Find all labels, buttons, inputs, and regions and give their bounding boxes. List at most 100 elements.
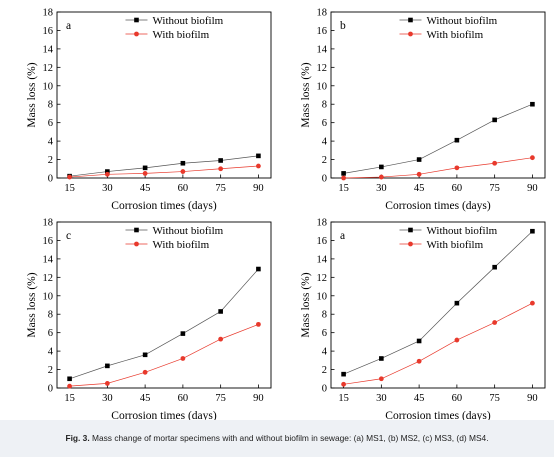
x-tick-label: 90: [253, 393, 264, 404]
y-tick-label: 14: [43, 44, 54, 55]
data-point-with-biofilm: [378, 174, 384, 180]
y-tick-label: 2: [322, 155, 327, 166]
data-point-without-biofilm: [180, 331, 186, 336]
y-axis-title: Mass loss (%): [300, 62, 312, 127]
y-tick-label: 10: [43, 291, 54, 302]
x-tick-label: 15: [338, 183, 349, 194]
legend-label: Without biofilm: [152, 15, 223, 27]
x-tick-label: 90: [527, 393, 538, 404]
x-tick-label: 45: [414, 393, 425, 404]
data-point-with-biofilm: [142, 170, 148, 176]
y-tick-label: 18: [43, 218, 54, 229]
y-tick-label: 2: [48, 365, 53, 376]
x-tick-label: 75: [489, 393, 500, 404]
y-tick-label: 12: [317, 63, 328, 74]
series-line-without-biofilm: [69, 155, 259, 177]
y-tick-label: 0: [322, 384, 327, 395]
data-point-without-biofilm: [256, 266, 261, 272]
y-tick-label: 12: [43, 63, 54, 74]
chart-panel-4: 0 2 4 6 8 10 12 14 16 18 15 30 45 60 75 90 Corrosion tim…: [300, 218, 546, 422]
data-point-without-biofilm: [530, 101, 535, 107]
y-tick-label: 4: [48, 137, 54, 148]
data-point-with-biofilm: [530, 155, 535, 161]
legend-label: With biofilm: [152, 29, 209, 41]
x-axis-title: Corrosion times (days): [111, 410, 217, 422]
x-tick-label: 60: [178, 393, 189, 404]
y-tick-label: 10: [317, 291, 328, 302]
legend-marker-without-biofilm: [408, 227, 413, 233]
series-line-with-biofilm: [69, 165, 259, 178]
plot-frame: [330, 221, 546, 389]
plot-frame: [330, 11, 546, 179]
y-tick-label: 16: [43, 236, 54, 247]
x-axis-title: Corrosion times (days): [111, 200, 217, 212]
chart-panel-2: 0 2 4 6 8 10 12 14 16 18 15 30 45 60 75 90 Corrosion tim…: [300, 8, 546, 212]
y-tick-label: 8: [48, 310, 53, 321]
data-point-with-biofilm: [378, 376, 384, 382]
y-tick-label: 6: [48, 118, 53, 129]
legend-label: Without biofilm: [426, 225, 497, 237]
y-tick-label: 4: [322, 137, 328, 148]
x-tick-label: 60: [452, 183, 463, 194]
y-tick-label: 8: [48, 100, 53, 111]
y-tick-label: 0: [48, 384, 53, 395]
series-line-without-biofilm: [343, 230, 533, 375]
data-point-without-biofilm: [454, 300, 460, 306]
y-tick-label: 4: [322, 347, 328, 358]
x-tick-label: 90: [253, 183, 264, 194]
panel-label: c: [66, 230, 71, 242]
figure-caption: Fig. 3. Mass change of mortar specimens …: [0, 433, 554, 443]
data-point-with-biofilm: [67, 383, 72, 389]
legend-marker-without-biofilm: [134, 227, 139, 233]
data-point-with-biofilm: [256, 321, 261, 327]
panel-label: b: [340, 20, 346, 32]
data-point-with-biofilm: [530, 300, 535, 306]
panel-label: a: [340, 230, 345, 242]
y-tick-label: 16: [317, 26, 328, 37]
y-tick-label: 14: [317, 44, 328, 55]
data-point-with-biofilm: [341, 175, 346, 181]
data-point-without-biofilm: [256, 153, 261, 159]
x-tick-label: 30: [102, 183, 113, 194]
data-point-without-biofilm: [218, 309, 223, 314]
series-line-with-biofilm: [343, 157, 533, 179]
x-tick-label: 45: [140, 183, 151, 194]
data-point-without-biofilm: [142, 352, 148, 358]
series-line-without-biofilm: [343, 103, 533, 174]
y-tick-label: 2: [48, 155, 53, 166]
data-point-with-biofilm: [218, 166, 224, 172]
data-point-without-biofilm: [67, 376, 72, 382]
x-tick-label: 30: [376, 393, 387, 404]
x-tick-label: 45: [140, 393, 151, 404]
legend-label: With biofilm: [152, 239, 209, 251]
x-tick-label: 15: [64, 183, 75, 194]
caption-label: Fig. 3.: [65, 433, 90, 443]
legend-marker-without-biofilm: [134, 17, 139, 23]
legend-marker-with-biofilm: [408, 241, 413, 247]
y-tick-label: 18: [43, 8, 54, 19]
series-line-without-biofilm: [69, 268, 259, 380]
data-point-without-biofilm: [492, 117, 497, 123]
data-point-with-biofilm: [492, 320, 498, 325]
y-tick-label: 4: [48, 347, 54, 358]
y-tick-label: 8: [322, 100, 327, 111]
y-tick-label: 8: [322, 310, 327, 321]
y-tick-label: 18: [317, 218, 328, 229]
panel-label: a: [66, 20, 71, 32]
y-tick-label: 6: [322, 328, 327, 339]
legend-marker-without-biofilm: [408, 17, 413, 23]
x-tick-label: 75: [215, 183, 226, 194]
data-point-with-biofilm: [256, 163, 261, 169]
legend-marker-with-biofilm: [408, 31, 413, 37]
data-point-with-biofilm: [454, 337, 460, 343]
data-point-with-biofilm: [341, 381, 346, 387]
data-point-with-biofilm: [67, 174, 72, 180]
y-tick-label: 14: [317, 254, 328, 265]
y-tick-label: 14: [43, 254, 54, 265]
plot-frame: [56, 11, 272, 179]
caption-text: Mass change of mortar specimens with and…: [91, 433, 489, 443]
y-tick-label: 6: [322, 118, 327, 129]
data-point-with-biofilm: [218, 336, 224, 342]
data-point-without-biofilm: [218, 158, 223, 163]
